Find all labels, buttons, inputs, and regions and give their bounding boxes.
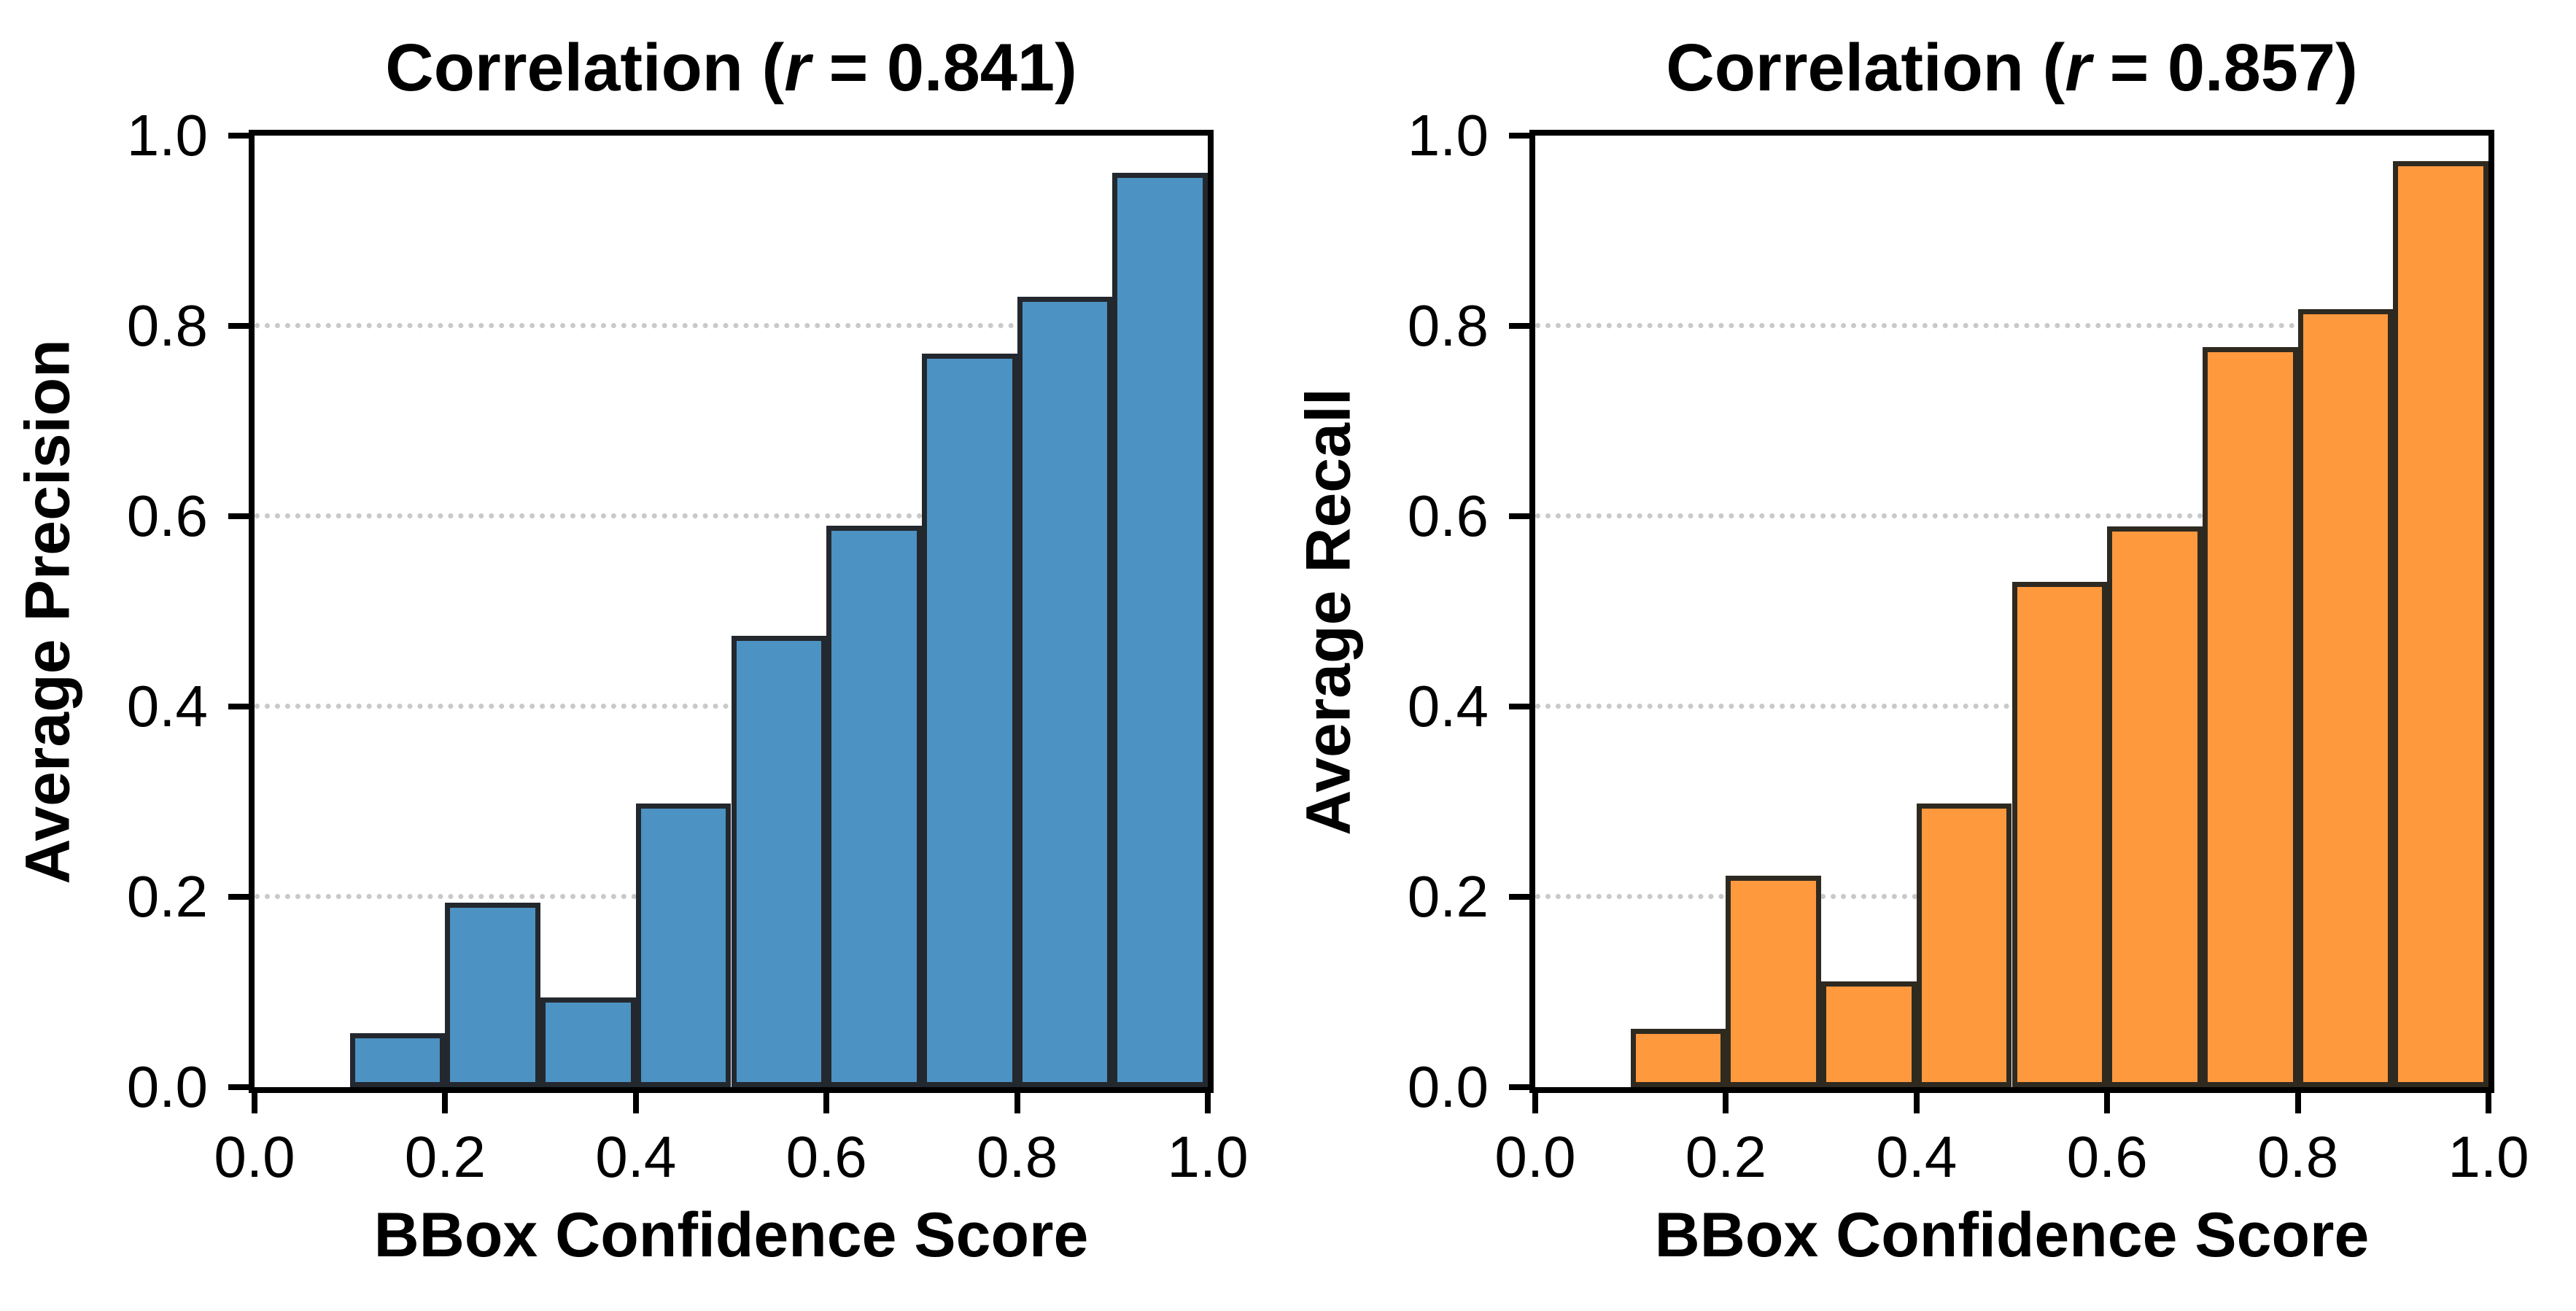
chart-title-prefix: Correlation (: [1666, 31, 2065, 106]
chart-title-r-variable: r: [2065, 31, 2092, 106]
chart-title-prefix: Correlation (: [385, 31, 785, 106]
recall-histogram-plot-area: Correlation (r = 0.857) Average Recall B…: [1294, 33, 2529, 1270]
histogram-bar: [540, 997, 636, 1087]
x-tick-label: 0.8: [2257, 1124, 2339, 1189]
precision-histogram-plot-area: Correlation (r = 0.841) Average Precisio…: [13, 33, 1249, 1270]
x-tick-label: 1.0: [1167, 1124, 1249, 1189]
x-tick: [2486, 1093, 2491, 1113]
x-tick-label: 0.0: [1494, 1124, 1576, 1189]
y-tick-label: 0.0: [126, 1054, 208, 1119]
histogram-bar: [635, 804, 732, 1087]
y-tick: [1509, 133, 1529, 139]
x-tick: [823, 1093, 830, 1113]
x-tick: [2104, 1093, 2111, 1113]
histogram-bar: [1630, 1029, 1726, 1087]
x-tick: [2294, 1093, 2301, 1113]
y-tick: [1509, 513, 1529, 519]
y-tick: [1509, 1084, 1529, 1090]
x-tick: [1723, 1093, 1729, 1113]
y-tick: [228, 1084, 249, 1090]
x-tick-label: 0.4: [595, 1124, 677, 1189]
y-gridline: [1535, 323, 2488, 328]
histogram-bar: [2202, 346, 2298, 1087]
histogram-bar: [2393, 161, 2488, 1087]
y-tick-label: 1.0: [126, 103, 208, 168]
x-tick-label: 0.8: [976, 1124, 1058, 1189]
y-gridline: [255, 513, 1208, 518]
x-axis-label: BBox Confidence Score: [373, 1200, 1089, 1270]
histogram-bar: [921, 353, 1017, 1087]
y-tick: [1509, 894, 1529, 900]
y-tick-label: 0.0: [1407, 1054, 1489, 1119]
y-tick-label: 0.6: [1407, 483, 1489, 548]
histogram-bar: [2297, 308, 2394, 1087]
x-tick-label: 0.2: [1685, 1124, 1766, 1189]
y-tick-label: 1.0: [1407, 103, 1489, 168]
y-tick-label: 0.2: [126, 864, 208, 929]
chart-title-suffix: = 0.841): [810, 31, 1077, 106]
histogram-bar: [2107, 526, 2203, 1087]
histogram-bar: [731, 636, 827, 1087]
y-tick-label: 0.4: [1407, 674, 1489, 739]
y-tick-label: 0.6: [126, 483, 208, 548]
x-tick-label: 1.0: [2448, 1124, 2529, 1189]
histogram-bar: [1916, 804, 2012, 1087]
chart-title: Correlation (r = 0.841): [385, 33, 1076, 104]
histogram-bar: [445, 902, 541, 1087]
y-tick-label: 0.2: [1407, 864, 1489, 929]
x-axis-label: BBox Confidence Score: [1654, 1200, 2370, 1270]
y-tick: [1509, 704, 1529, 709]
y-tick-label: 0.4: [126, 674, 208, 739]
x-tick-label: 0.6: [785, 1124, 867, 1189]
y-tick-label: 0.8: [1407, 293, 1489, 358]
y-tick: [228, 704, 249, 709]
x-tick: [1913, 1093, 1920, 1113]
y-axis-label: Average Recall: [1293, 387, 1364, 836]
x-tick: [442, 1093, 449, 1113]
y-tick: [1509, 323, 1529, 329]
histogram-bar: [349, 1032, 446, 1087]
histogram-bar: [1726, 876, 1822, 1087]
x-tick: [1532, 1093, 1538, 1113]
y-tick-label: 0.8: [126, 293, 208, 358]
chart-title: Correlation (r = 0.857): [1666, 33, 2357, 104]
y-gridline: [255, 323, 1208, 328]
x-tick: [1205, 1093, 1211, 1113]
histogram-bar: [826, 526, 922, 1087]
y-tick: [228, 513, 249, 519]
y-tick: [228, 323, 249, 329]
x-tick-label: 0.4: [1876, 1124, 1958, 1189]
y-gridline: [1535, 513, 2488, 518]
x-tick: [632, 1093, 639, 1113]
y-axis-label: Average Precision: [12, 338, 83, 884]
histogram-bar: [1112, 172, 1208, 1087]
histogram-bar: [2011, 582, 2108, 1087]
histogram-bar: [1821, 981, 1917, 1087]
x-tick: [1014, 1093, 1020, 1113]
x-tick-label: 0.0: [214, 1124, 295, 1189]
histogram-bar: [1017, 296, 1113, 1087]
chart-title-r-variable: r: [784, 31, 811, 106]
x-tick-label: 0.6: [2066, 1124, 2148, 1189]
y-tick: [228, 894, 249, 900]
x-tick: [252, 1093, 257, 1113]
chart-title-suffix: = 0.857): [2091, 31, 2358, 106]
x-tick-label: 0.2: [404, 1124, 486, 1189]
y-tick: [228, 133, 249, 139]
